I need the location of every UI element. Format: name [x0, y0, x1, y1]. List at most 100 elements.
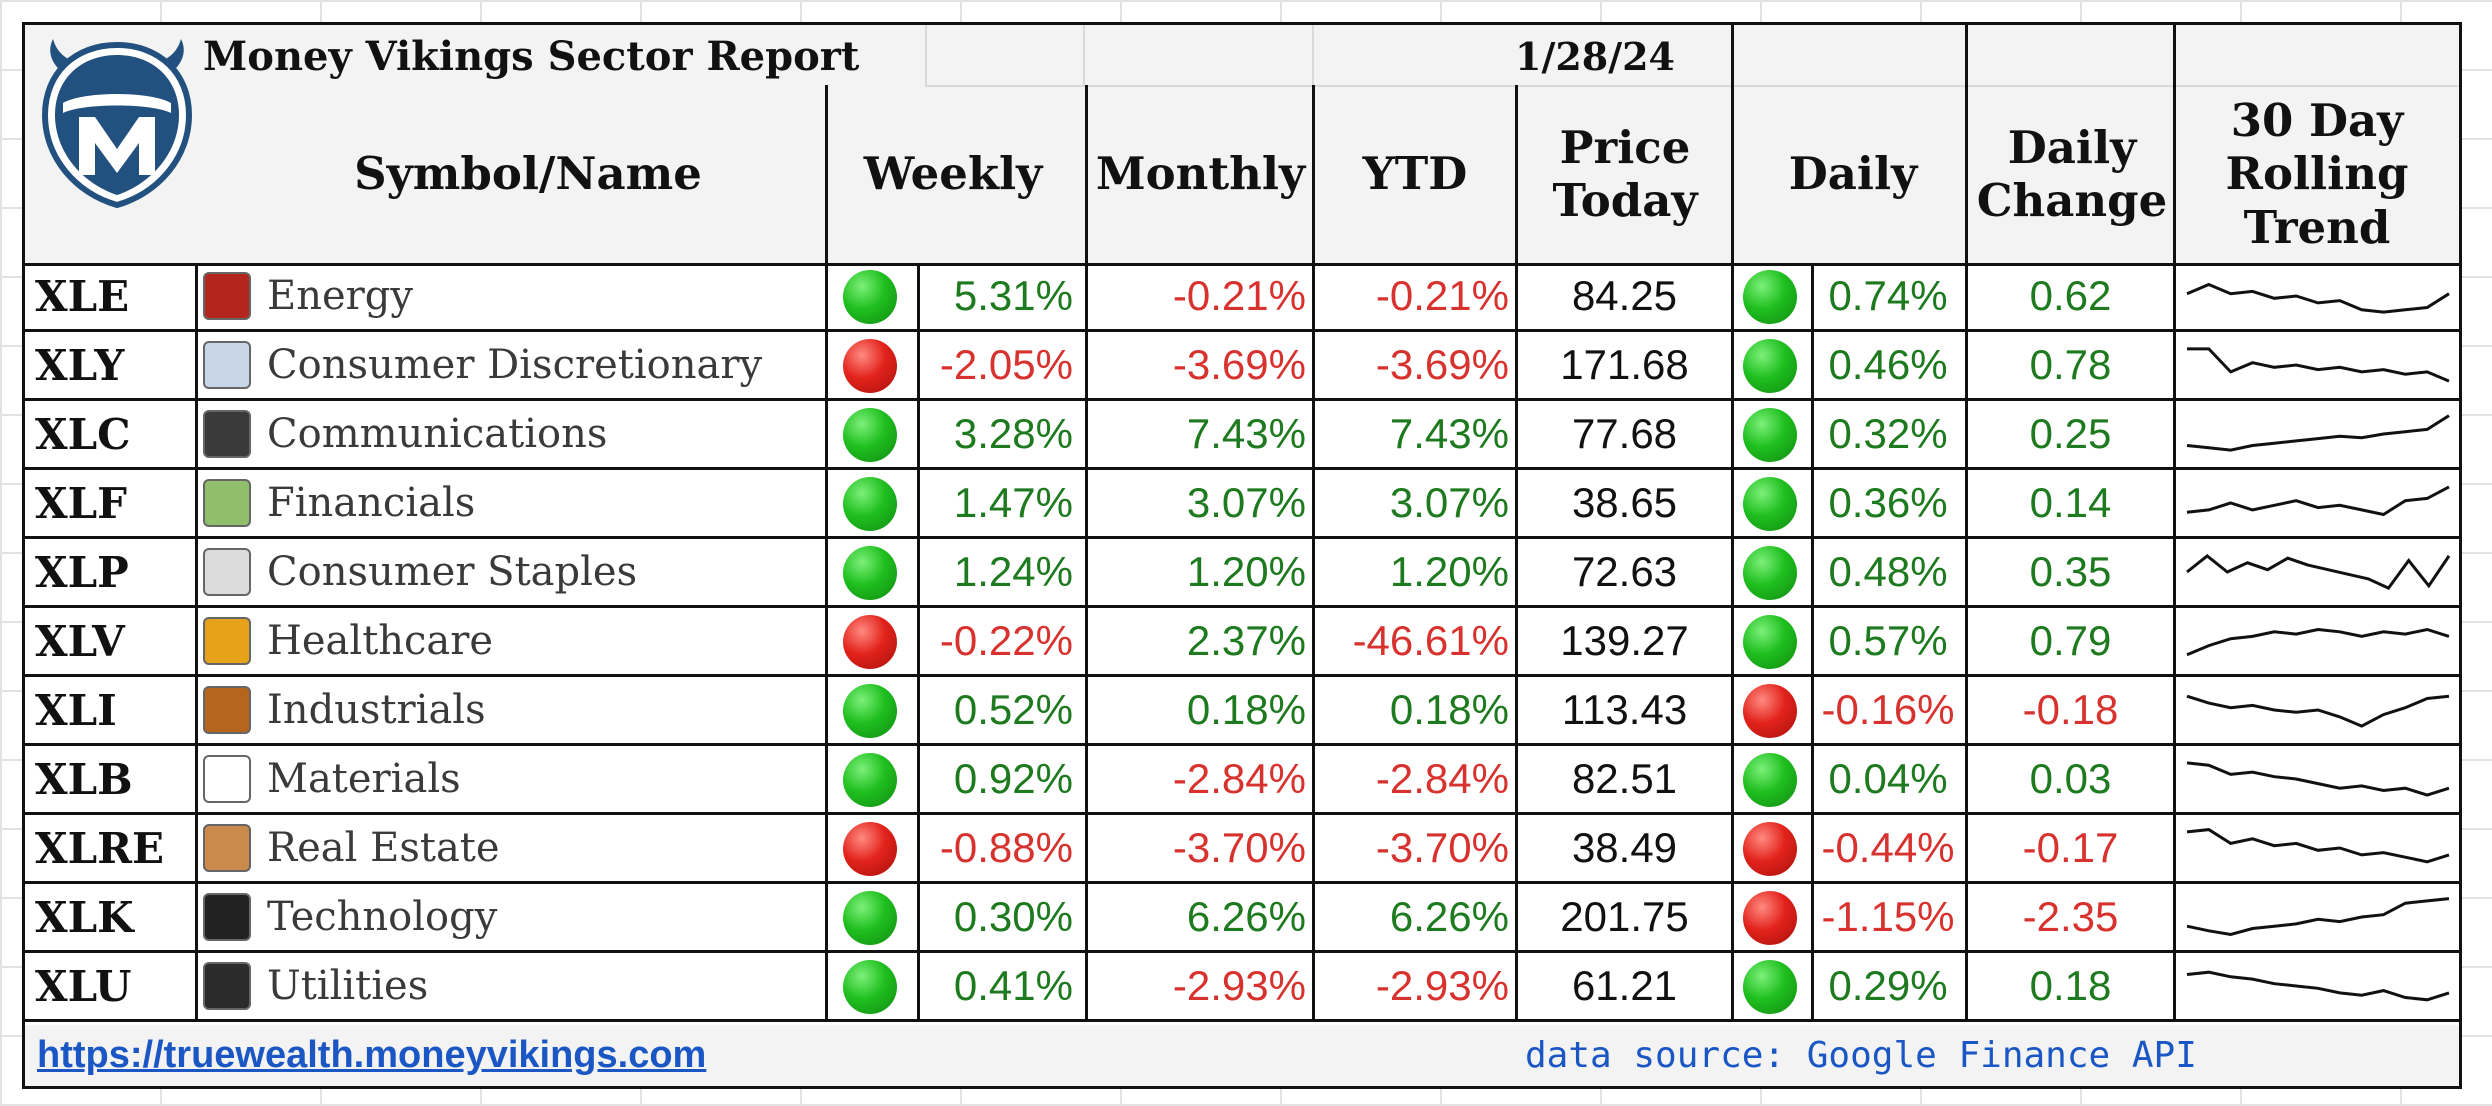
- column-divider: [825, 677, 828, 743]
- column-divider: [1811, 884, 1814, 950]
- column-divider: [2173, 470, 2176, 536]
- column-divider: [195, 608, 198, 674]
- report-footer: https://truewealth.moneyvikings.com data…: [25, 1025, 2459, 1086]
- weekly-cell: 1.47%: [953, 479, 1073, 526]
- daily-cell: 0.48%: [1828, 548, 1948, 595]
- column-divider: [1811, 953, 1814, 1019]
- column-divider: [825, 953, 828, 1019]
- column-divider: [1965, 401, 1968, 467]
- sparkline-path: [2186, 694, 2450, 728]
- green-status-dot: [1743, 270, 1797, 324]
- ytd-cell: -2.93%: [1375, 962, 1509, 1009]
- monthly-cell: 0.18%: [1186, 686, 1306, 733]
- header-column-line: [1312, 85, 1315, 263]
- ytd-cell: -3.70%: [1375, 824, 1509, 871]
- telephone-icon: [203, 410, 251, 458]
- monthly-cell: -2.93%: [1172, 962, 1306, 1009]
- column-divider: [1731, 332, 1734, 398]
- table-row: XLC Communications 3.28% 7.43% 7.43% 77.68 0.3…: [25, 401, 2459, 470]
- price-cell: 82.51: [1571, 755, 1678, 802]
- column-divider: [1731, 884, 1734, 950]
- sparkline-path: [2186, 970, 2450, 1002]
- table-row: XLB Materials 0.92% -2.84% -2.84% 82.51 0.04% 0…: [25, 746, 2459, 815]
- column-divider: [1312, 332, 1315, 398]
- column-divider: [195, 815, 198, 881]
- mobile-phone-icon: [203, 893, 251, 941]
- sparkline-path: [2186, 897, 2450, 937]
- header-column-line: [2173, 25, 2176, 263]
- green-status-dot: [843, 684, 897, 738]
- column-divider: [195, 539, 198, 605]
- column-divider: [1811, 677, 1814, 743]
- weekly-cell: -2.05%: [939, 341, 1073, 388]
- sector-name: Industrials: [267, 687, 486, 733]
- sector-name: Consumer Staples: [267, 549, 638, 595]
- column-divider: [195, 470, 198, 536]
- column-divider: [825, 401, 828, 467]
- website-link[interactable]: https://truewealth.moneyvikings.com: [37, 1034, 707, 1076]
- column-divider: [195, 953, 198, 1019]
- column-divider: [825, 263, 828, 329]
- symbol-cell: XLRE: [35, 823, 165, 873]
- column-divider: [1965, 884, 1968, 950]
- column-divider: [1965, 332, 1968, 398]
- report-header: Money Vikings Sector Report 1/28/24 Symb…: [25, 25, 2459, 266]
- trend-sparkline: [2186, 970, 2450, 1002]
- trend-sparkline: [2186, 828, 2450, 864]
- daily-change-cell: 0.78: [2029, 341, 2112, 388]
- column-divider: [1811, 401, 1814, 467]
- column-divider: [1312, 401, 1315, 467]
- price-cell: 139.27: [1560, 617, 1689, 664]
- monthly-cell: 7.43%: [1186, 410, 1306, 457]
- column-divider: [1312, 470, 1315, 536]
- header-monthly: Monthly: [1095, 147, 1306, 201]
- green-status-dot: [843, 270, 897, 324]
- trend-sparkline: [2186, 414, 2450, 452]
- name-cell: Consumer Staples: [203, 539, 823, 605]
- weekly-cell: 0.30%: [953, 893, 1073, 940]
- green-status-dot: [1743, 339, 1797, 393]
- column-divider: [1731, 608, 1734, 674]
- column-divider: [2173, 953, 2176, 1019]
- column-divider: [1515, 677, 1518, 743]
- sparkline-path: [2186, 553, 2451, 590]
- trend-sparkline: [2187, 347, 2450, 383]
- column-divider: [917, 815, 920, 881]
- column-divider: [825, 746, 828, 812]
- table-row: XLV Healthcare -0.22% 2.37% -46.61% 139.27 0.5…: [25, 608, 2459, 677]
- column-divider: [917, 953, 920, 1019]
- ytd-cell: -0.21%: [1375, 272, 1509, 319]
- trend-sparkline: [2186, 553, 2451, 590]
- price-cell: 38.49: [1571, 824, 1678, 871]
- column-divider: [917, 539, 920, 605]
- column-divider: [2173, 401, 2176, 467]
- column-divider: [1965, 746, 1968, 812]
- header-column-line: [825, 85, 828, 263]
- symbol-cell: XLV: [35, 616, 125, 666]
- daily-change-cell: 0.79: [2029, 617, 2112, 664]
- price-cell: 61.21: [1571, 962, 1678, 1009]
- green-status-dot: [1743, 408, 1797, 462]
- sparkline-path: [2186, 282, 2450, 314]
- column-divider: [1312, 608, 1315, 674]
- ytd-cell: 3.07%: [1389, 479, 1509, 526]
- table-row: XLU Utilities 0.41% -2.93% -2.93% 61.21 0.29% 0…: [25, 953, 2459, 1022]
- plug-icon: [203, 962, 251, 1010]
- table-row: XLI Industrials 0.52% 0.18% 0.18% 113.43 -0.16…: [25, 677, 2459, 746]
- column-divider: [1515, 815, 1518, 881]
- column-divider: [1312, 884, 1315, 950]
- column-divider: [917, 677, 920, 743]
- price-cell: 77.68: [1571, 410, 1678, 457]
- column-divider: [195, 332, 198, 398]
- name-cell: Materials: [203, 746, 823, 812]
- column-divider: [2173, 263, 2176, 329]
- column-divider: [1731, 746, 1734, 812]
- sparkline-path: [2186, 761, 2450, 797]
- column-divider: [1515, 608, 1518, 674]
- column-divider: [917, 608, 920, 674]
- name-cell: Communications: [203, 401, 823, 467]
- column-divider: [1965, 815, 1968, 881]
- header-column-line: [1965, 25, 1968, 263]
- name-cell: Energy: [203, 263, 823, 329]
- column-divider: [1515, 332, 1518, 398]
